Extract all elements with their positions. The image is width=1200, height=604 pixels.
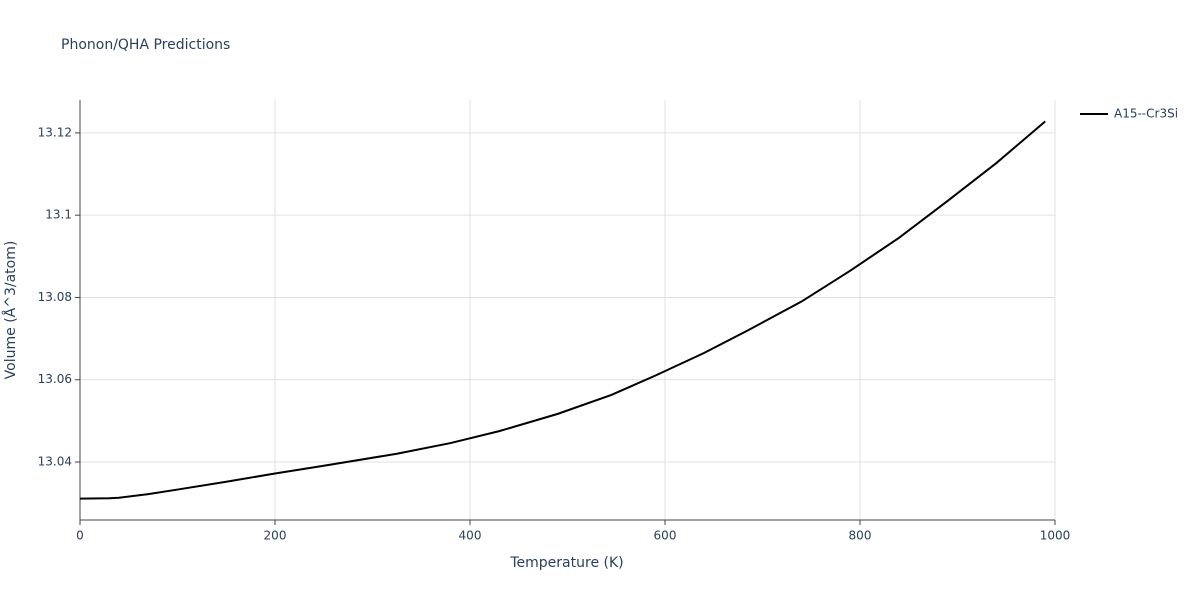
chart-title: Phonon/QHA Predictions [61,37,230,53]
line [79,120,1046,500]
y-tick-label: 13.1 [45,208,72,222]
x-tick-label: 1000 [1040,529,1071,543]
x-tick-label: 200 [264,529,287,543]
x-tick-label: 0 [76,529,84,543]
y-tick-label: 13.06 [38,372,72,386]
x-tick-label: 600 [654,529,677,543]
y-axis-title: Volume (Å^3/atom) [2,241,19,380]
y-tick-label: 13.12 [38,125,72,139]
x-tick-label: 800 [849,529,872,543]
y-tick-label: 13.08 [38,290,72,304]
x-axis-title: Temperature (K) [509,555,623,571]
legend-label: A15--Cr3Si [1114,107,1178,121]
x-tick-label: 400 [459,529,482,543]
y-tick-label: 13.04 [38,454,72,468]
